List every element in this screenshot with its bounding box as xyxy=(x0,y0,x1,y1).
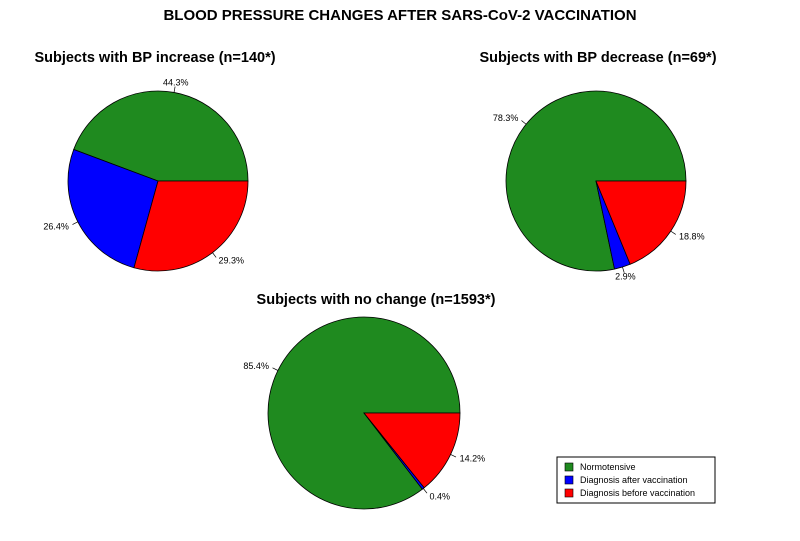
pie-3-leader-after-vaccination xyxy=(423,488,428,494)
pie-1-leader-before-vaccination xyxy=(212,252,217,258)
pie-1-slice-after-vaccination xyxy=(67,148,159,269)
pie-3-leader-normotensive xyxy=(272,367,279,371)
pie-2-label-normotensive: 78.3% xyxy=(493,113,519,123)
legend-box xyxy=(556,456,716,504)
pie-charts: 44.3% 26.4% 29.3% 78.3% 2.9% 18.8% 85.4% 0.4% 14… xyxy=(43,78,705,510)
figure-title: BLOOD PRESSURE CHANGES AFTER SARS-CoV-2 … xyxy=(163,7,636,24)
pie-2-label-after-vaccination: 2.9% xyxy=(615,272,636,282)
legend-label-normotensive: Normotensive xyxy=(580,462,636,472)
pie-1-slice-before-vaccination xyxy=(133,180,249,272)
pie-1-label-normotensive: 44.3% xyxy=(163,78,189,88)
pie-3-label-normotensive: 85.4% xyxy=(243,361,269,371)
pie-2-leader-after-vaccination xyxy=(622,266,625,273)
pie-3-title: Subjects with no change (n=1593*) xyxy=(257,292,496,308)
pie-3-label-after-vaccination: 0.4% xyxy=(429,491,450,501)
legend-swatch-after xyxy=(564,475,574,485)
pie-1-label-before-vaccination: 29.3% xyxy=(219,256,245,266)
pie-1-leader-normotensive xyxy=(173,86,176,93)
pie-2-leader-normotensive xyxy=(521,120,527,125)
pie-2-leader-before-vaccination xyxy=(670,230,676,235)
legend-swatch-normotensive xyxy=(564,462,574,472)
pie-1-label-after-vaccination: 26.4% xyxy=(43,221,69,231)
legend-label-after: Diagnosis after vaccination xyxy=(580,475,688,485)
pie-2-title: Subjects with BP decrease (n=69*) xyxy=(479,50,716,66)
pie-1-title: Subjects with BP increase (n=140*) xyxy=(34,50,275,66)
pie-2-label-before-vaccination: 18.8% xyxy=(679,232,705,242)
pie-3-leader-before-vaccination xyxy=(450,454,457,458)
legend-label-before: Diagnosis before vaccination xyxy=(580,488,695,498)
pie-1-leader-after-vaccination xyxy=(72,221,78,225)
pie-3-label-before-vaccination: 14.2% xyxy=(460,454,486,464)
legend: Normotensive Diagnosis after vaccination… xyxy=(556,456,716,504)
legend-swatch-before xyxy=(564,488,574,498)
pie-3-slice-before-vaccination xyxy=(363,412,461,489)
